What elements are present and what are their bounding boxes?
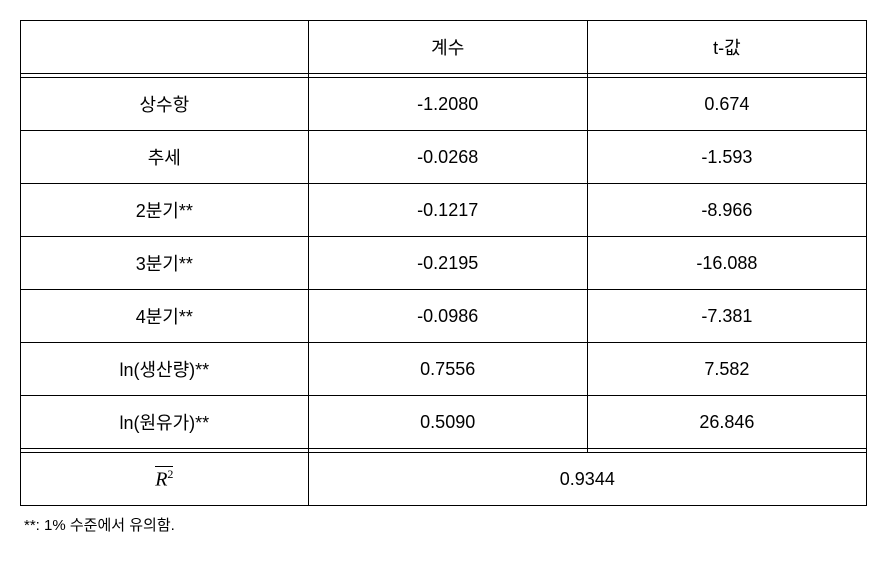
header-empty <box>21 21 309 74</box>
r2-symbol: R2 <box>155 467 173 492</box>
row-tval: 0.674 <box>587 78 866 131</box>
row-coef: 0.7556 <box>308 343 587 396</box>
table-row: 3분기** -0.2195 -16.088 <box>21 237 867 290</box>
table-row: ln(생산량)** 0.7556 7.582 <box>21 343 867 396</box>
table-row: 4분기** -0.0986 -7.381 <box>21 290 867 343</box>
row-coef: -0.2195 <box>308 237 587 290</box>
row-label: ln(생산량)** <box>21 343 309 396</box>
row-label: 3분기** <box>21 237 309 290</box>
r2-row: R2 0.9344 <box>21 453 867 506</box>
row-tval: -7.381 <box>587 290 866 343</box>
regression-table: 계수 t-값 상수항 -1.2080 0.674 추세 -0.0268 -1.5… <box>20 20 867 506</box>
footnote: **: 1% 수준에서 유의함. <box>20 514 867 535</box>
row-coef: 0.5090 <box>308 396 587 449</box>
header-coef: 계수 <box>308 21 587 74</box>
r2-base: R <box>155 468 167 490</box>
r2-label-cell: R2 <box>21 453 309 506</box>
r2-sup: 2 <box>167 467 173 481</box>
row-label: 4분기** <box>21 290 309 343</box>
row-tval: 26.846 <box>587 396 866 449</box>
row-coef: -0.0986 <box>308 290 587 343</box>
table-header-row: 계수 t-값 <box>21 21 867 74</box>
row-label: 추세 <box>21 131 309 184</box>
row-tval: -16.088 <box>587 237 866 290</box>
row-label: 2분기** <box>21 184 309 237</box>
row-label: ln(원유가)** <box>21 396 309 449</box>
row-coef: -1.2080 <box>308 78 587 131</box>
row-tval: -8.966 <box>587 184 866 237</box>
r2-value: 0.9344 <box>308 453 866 506</box>
row-label: 상수항 <box>21 78 309 131</box>
table-row: ln(원유가)** 0.5090 26.846 <box>21 396 867 449</box>
row-tval: 7.582 <box>587 343 866 396</box>
table-row: 추세 -0.0268 -1.593 <box>21 131 867 184</box>
row-tval: -1.593 <box>587 131 866 184</box>
table-row: 상수항 -1.2080 0.674 <box>21 78 867 131</box>
table-row: 2분기** -0.1217 -8.966 <box>21 184 867 237</box>
row-coef: -0.1217 <box>308 184 587 237</box>
row-coef: -0.0268 <box>308 131 587 184</box>
table-body: 상수항 -1.2080 0.674 추세 -0.0268 -1.593 2분기*… <box>21 78 867 506</box>
header-tval: t-값 <box>587 21 866 74</box>
